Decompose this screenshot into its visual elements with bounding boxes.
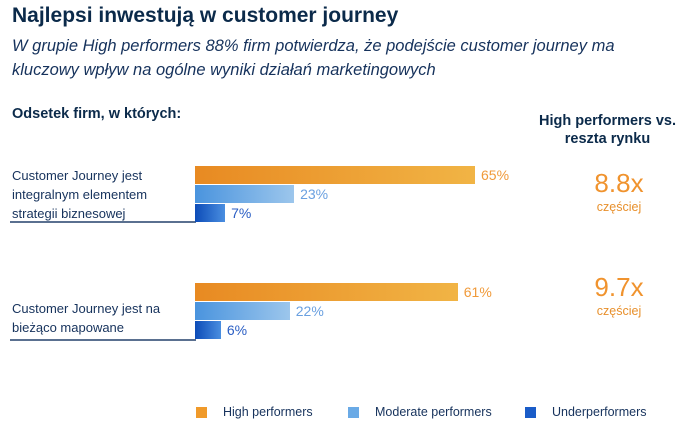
value-label: 22% <box>295 303 324 319</box>
section-label: Odsetek firm, w których: <box>12 106 182 122</box>
legend-swatch <box>196 406 207 418</box>
legend-label: Moderate performers <box>375 405 492 419</box>
value-label: 7% <box>231 205 252 221</box>
category-label: Customer Journey jest na bieżąco mapowan… <box>12 301 161 335</box>
subtitle: W grupie High performers 88% firm potwie… <box>12 37 615 79</box>
legend-swatch <box>348 406 359 418</box>
legend-label: Underperformers <box>552 405 647 419</box>
value-label: 6% <box>226 322 248 338</box>
bar-moderate <box>195 185 295 203</box>
comparison-header: High performers vs. reszta rynku <box>539 113 676 147</box>
comparison-value: 8.8x <box>594 168 644 198</box>
bar-high <box>195 166 475 184</box>
legend-item-under: Underperformers <box>525 405 646 419</box>
category-underline <box>10 221 196 223</box>
value-label: 65% <box>481 167 510 183</box>
legend-item-high: High performers <box>196 405 313 419</box>
bar-high <box>195 283 458 301</box>
bar-moderate <box>195 302 290 320</box>
category-underline <box>10 339 196 341</box>
comparison-note: częściej <box>596 200 642 214</box>
page-title: Najlepsi inwestują w customer journey <box>12 4 399 27</box>
bar-under <box>195 321 221 339</box>
legend-item-moderate: Moderate performers <box>348 405 492 419</box>
comparison-value: 9.7x <box>594 272 644 302</box>
category-label: Customer Journey jest integralnym elemen… <box>12 168 148 221</box>
value-label: 23% <box>300 186 329 202</box>
value-label: 61% <box>463 284 492 300</box>
comparison-note: częściej <box>596 304 642 318</box>
legend-swatch <box>525 406 536 418</box>
bar-under <box>195 204 226 222</box>
legend-label: High performers <box>223 405 313 419</box>
